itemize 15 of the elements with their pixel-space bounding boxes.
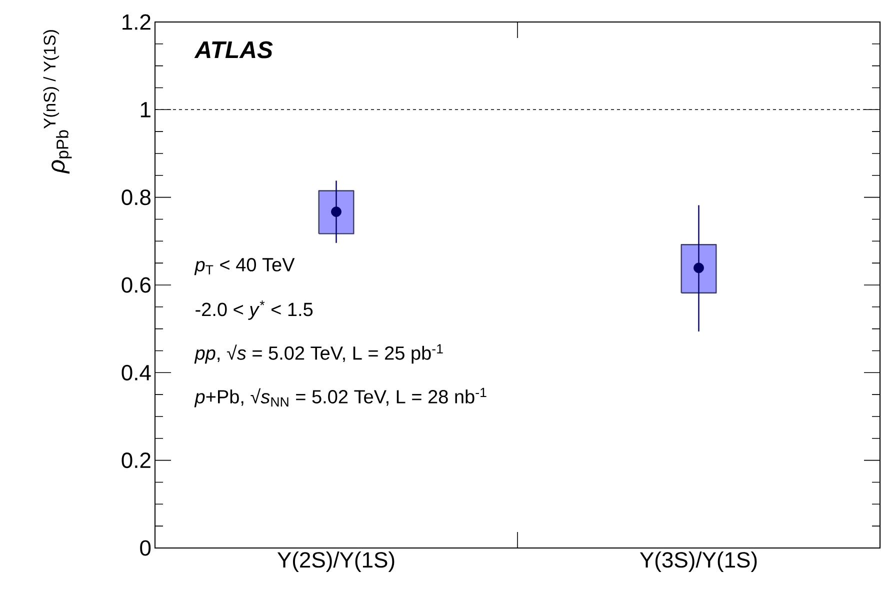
y-tick-label: 0.2 (122, 452, 150, 468)
annotation: -2.0 < y$^{*}$ < 1.5 (196, 300, 313, 320)
y-tick-label: 0.4 (122, 364, 151, 380)
y-tick-label: 0.6 (122, 277, 151, 293)
y-tick-label: 0 (140, 540, 151, 556)
y-axis-title: ρ$_{pPb}$Υ(nS) / Υ(1S) (43, 30, 72, 174)
annotation: pp, √s = 5.02 TeV, L = 25 pb$^{-1}$ (194, 344, 443, 364)
y-tick-label: 0.8 (122, 190, 151, 206)
annotation: ATLAS (194, 41, 273, 58)
y-tick-label: 1.2 (122, 14, 150, 30)
x-tick-label: Υ(2S)/Υ(1S) (277, 552, 394, 572)
annotation: p+Pb, √s$_{NN}$ = 5.02 TeV, L = 28 nb$^{-1}$ (194, 388, 486, 408)
x-tick-label: Υ(3S)/Υ(1S) (640, 552, 757, 572)
y-tick-label: 1 (140, 102, 150, 118)
annotation: p$_{T}$ < 40 TeV (194, 258, 295, 276)
